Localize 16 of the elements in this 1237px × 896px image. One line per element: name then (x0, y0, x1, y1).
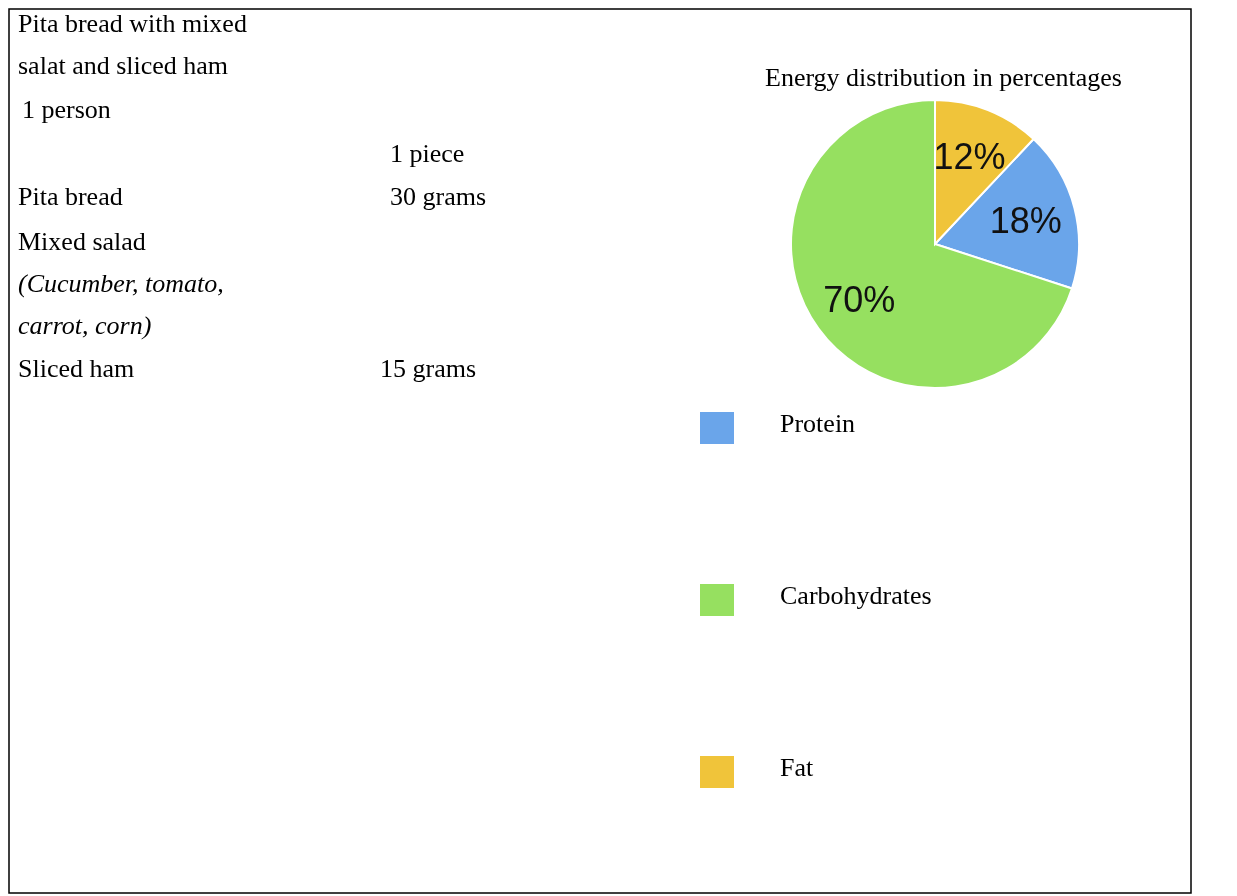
text: Pita bread with mixed salat and sliced ham (18, 9, 247, 80)
chart-title: Energy distribution in percentages (765, 63, 1122, 92)
text: 1 person (22, 95, 111, 124)
legend-label: Fat (780, 753, 814, 782)
legend-label: Protein (780, 409, 856, 438)
legend-label: Carbohydrates (780, 581, 932, 610)
data-label: 12% (933, 136, 1006, 178)
data-label: 70% (823, 278, 896, 320)
text: 1 piece (390, 139, 465, 168)
text: (Cucumber, tomato, carrot, corn) (18, 269, 224, 340)
text: 30 grams (390, 182, 487, 211)
text: 15 grams (380, 354, 477, 383)
text: Sliced ham (18, 354, 135, 383)
text: Mixed salad (18, 227, 146, 256)
text: Pita bread (18, 182, 123, 211)
data-label: 18% (989, 200, 1062, 242)
